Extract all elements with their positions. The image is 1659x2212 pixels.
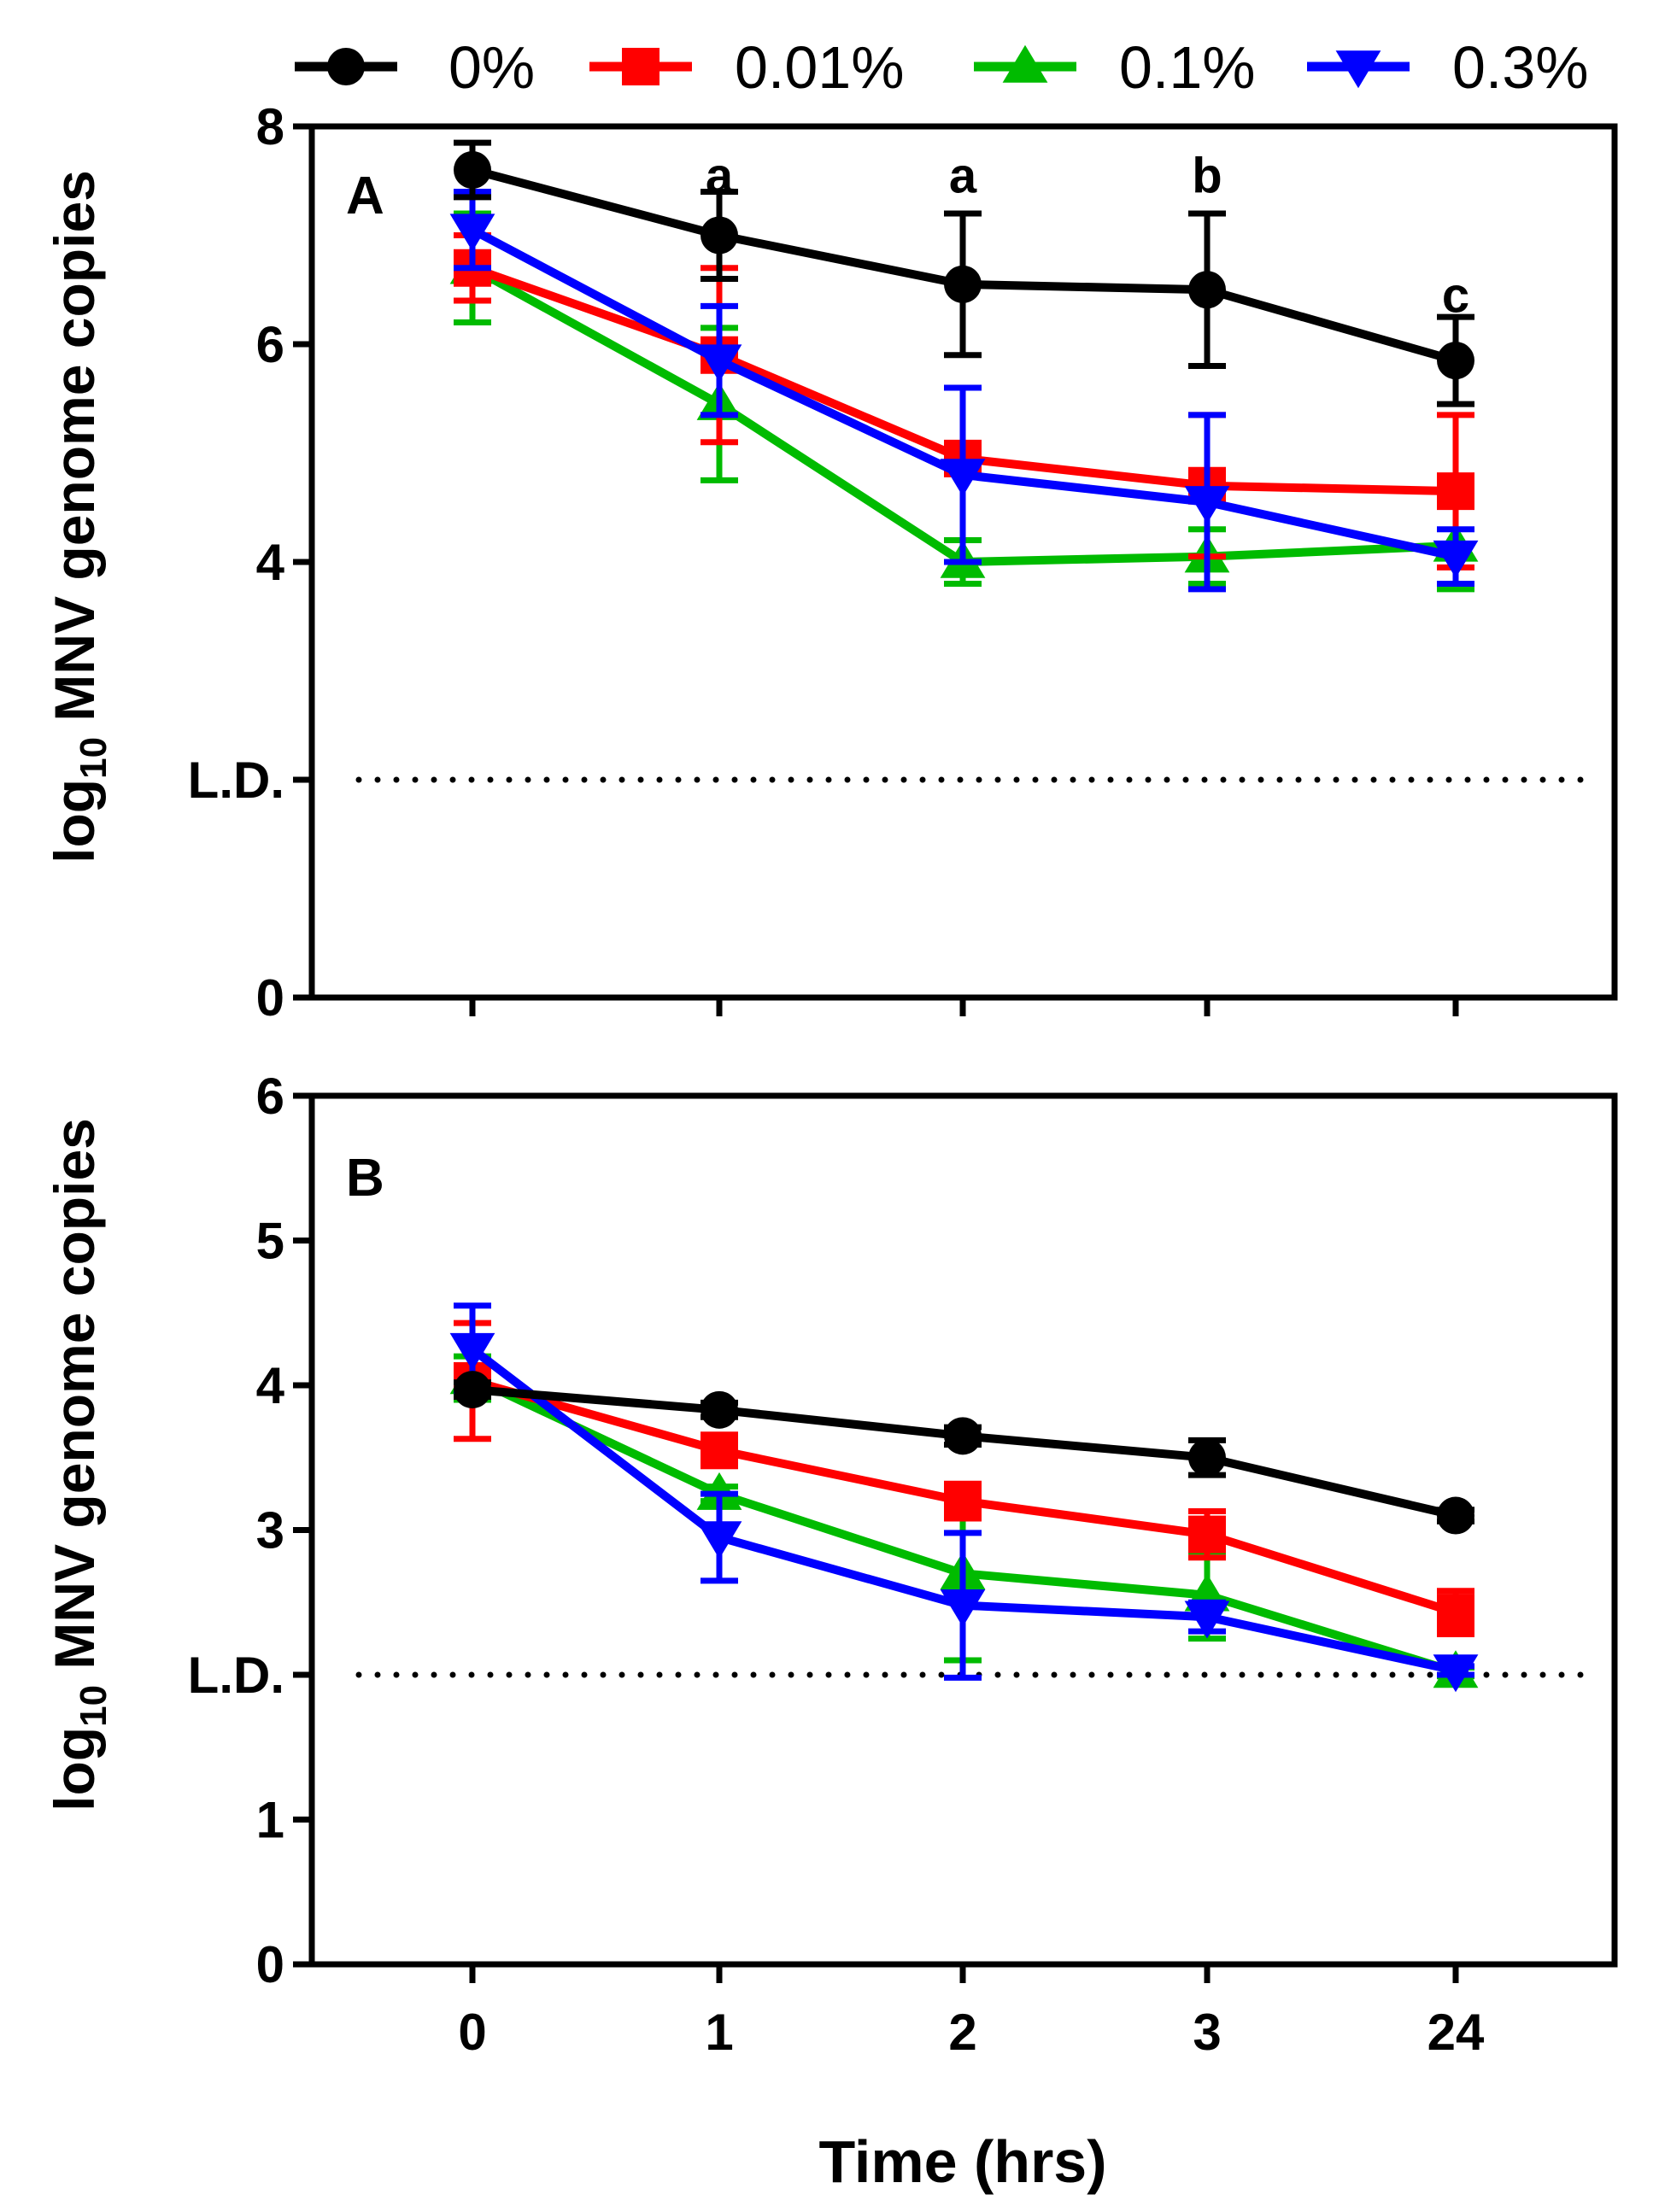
legend-marker-0 bbox=[327, 48, 365, 85]
panel-b-data-point bbox=[696, 1521, 742, 1560]
x-tick-label: 3 bbox=[1193, 2004, 1221, 2061]
panel-a-data-point bbox=[696, 344, 742, 383]
legend-entry-3: 0.3% bbox=[1307, 34, 1589, 101]
x-tick-label: 2 bbox=[948, 2004, 976, 2061]
panel-b-data-point bbox=[1437, 1594, 1474, 1632]
panel-b-ld-label: L.D. bbox=[188, 1647, 284, 1704]
panel-a-y-tick-label: 8 bbox=[256, 98, 284, 155]
panel-a-data-point bbox=[454, 151, 491, 189]
legend-marker-shape-0 bbox=[327, 48, 365, 85]
panel-a-y-tick-label: 6 bbox=[256, 316, 284, 373]
panel-a-ylabel-rest: MNV genome copies bbox=[43, 170, 106, 737]
panel-b-data-point bbox=[449, 1332, 495, 1371]
panel-b-data-point bbox=[1188, 1438, 1226, 1477]
legend: 0% 0.01% 0.1% 0.3% bbox=[295, 34, 1589, 101]
panel-a-letter: A bbox=[346, 167, 384, 225]
panel-a-series-3 bbox=[449, 189, 1479, 593]
panel-a-data-point bbox=[1437, 342, 1474, 380]
panel-a-data-point bbox=[1433, 540, 1479, 578]
legend-label-2: 0.1% bbox=[1119, 34, 1256, 101]
legend-entry-1: 0.01% bbox=[589, 34, 904, 101]
panel-a-y-tick-label: 0 bbox=[256, 969, 284, 1027]
panel-a-annotation: b bbox=[1192, 148, 1222, 203]
panel-b-y-tick-label: 5 bbox=[256, 1213, 284, 1270]
x-axis-title: Time (hrs) bbox=[818, 2128, 1106, 2195]
panel-b-data-point bbox=[454, 1371, 491, 1409]
panel-a-data-point bbox=[940, 459, 986, 497]
panel-b-series-0 bbox=[454, 1371, 1474, 1535]
panel-a-y-tick-label: 4 bbox=[256, 534, 285, 591]
panel-b-data-point bbox=[701, 1431, 738, 1470]
panel-b-y-tick-label: 3 bbox=[256, 1502, 284, 1560]
legend-marker-3 bbox=[1335, 50, 1381, 89]
panel-b-data-point bbox=[940, 1589, 986, 1627]
panel-b-data-point bbox=[944, 1417, 982, 1455]
panel-a-annotation: a bbox=[706, 148, 734, 203]
x-tick-label: 24 bbox=[1427, 2004, 1485, 2061]
legend-entry-0: 0% bbox=[295, 34, 535, 101]
panel-a-y-axis-title: log10 MNV genome copies bbox=[43, 170, 114, 863]
panel-b-data-point bbox=[1437, 1496, 1474, 1535]
x-tick-label: 1 bbox=[705, 2004, 733, 2061]
panel-b-series-3 bbox=[449, 1302, 1479, 1693]
panel-a-ld-label: L.D. bbox=[188, 752, 284, 809]
legend-marker-shape-1 bbox=[622, 48, 659, 85]
legend-label-3: 0.3% bbox=[1452, 34, 1589, 101]
panel-a-data-point bbox=[1184, 486, 1230, 524]
panel-a-data-point bbox=[449, 214, 495, 252]
legend-marker-shape-2 bbox=[1002, 44, 1048, 83]
panel-a-data-point bbox=[701, 216, 738, 255]
panel-b-data-point bbox=[1184, 1600, 1230, 1639]
legend-label-1: 0.01% bbox=[735, 34, 904, 101]
legend-marker-2 bbox=[1002, 44, 1048, 83]
legend-marker-shape-3 bbox=[1335, 50, 1381, 89]
panel-b-y-tick-label: 4 bbox=[256, 1357, 285, 1414]
panel-a-data-point bbox=[944, 265, 982, 303]
x-tick-label: 0 bbox=[458, 2004, 486, 2061]
panel-b-y-axis-title: log10 MNV genome copies bbox=[43, 1118, 114, 1811]
panel-b-series-1 bbox=[454, 1320, 1474, 1638]
panel-b-ylabel-sub: 10 bbox=[73, 1685, 114, 1727]
panel-b-data-point bbox=[701, 1390, 738, 1429]
panel-a-annotation: a bbox=[949, 148, 977, 203]
panel-b-data-point bbox=[944, 1482, 982, 1520]
panel-a-data-point bbox=[1437, 472, 1474, 511]
panel-a-ylabel-log: log bbox=[43, 779, 106, 863]
panel-b-ylabel-rest: MNV genome copies bbox=[43, 1118, 106, 1685]
panel-a-series-0 bbox=[454, 139, 1474, 407]
legend-label-0: 0% bbox=[448, 34, 535, 101]
panel-b-y-tick-label: 0 bbox=[256, 1936, 284, 1993]
panel-b-letter: B bbox=[346, 1149, 384, 1208]
legend-entry-2: 0.1% bbox=[974, 34, 1256, 101]
panel-a: A log10 MNV genome copies 0 4 6 8 L.D. a a b c bbox=[43, 98, 1618, 1027]
panel-b-data-point bbox=[1188, 1515, 1226, 1554]
panel-b-y-tick-label: 6 bbox=[256, 1068, 284, 1125]
panel-a-ylabel-sub: 10 bbox=[73, 737, 114, 779]
panel-b: B log10 MNV genome copies 0 1 3 4 5 6 0 1 2 3 24 L.… bbox=[43, 1068, 1618, 2061]
panel-b-data-point bbox=[1433, 1654, 1479, 1693]
panel-a-annotation: c bbox=[1442, 268, 1469, 324]
panel-b-ylabel-log: log bbox=[43, 1727, 106, 1811]
panel-b-y-tick-label: 1 bbox=[256, 1792, 284, 1849]
legend-marker-1 bbox=[622, 48, 659, 85]
panel-a-data-point bbox=[1188, 271, 1226, 309]
